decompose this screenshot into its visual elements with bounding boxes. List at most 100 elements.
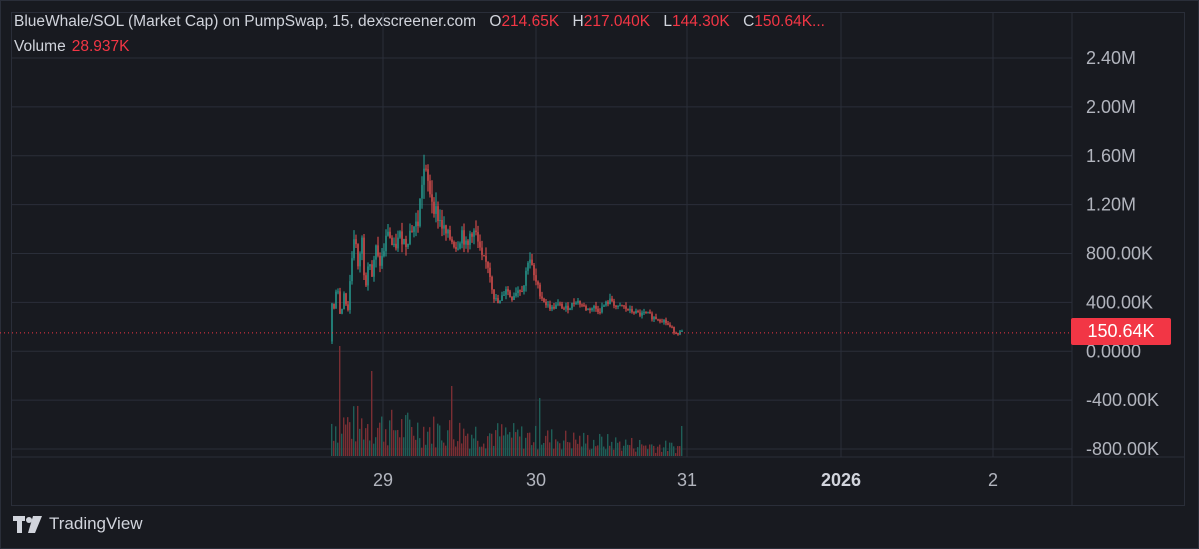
chart-panel[interactable] [11, 12, 1185, 506]
brand-name: TradingView [49, 514, 143, 533]
volume-bar [347, 417, 349, 456]
last-price-tag: 150.64K [1071, 318, 1171, 345]
volume-bar [427, 431, 429, 456]
volume-bar [539, 398, 541, 456]
candle-body [545, 302, 547, 306]
candle-body [363, 237, 365, 276]
volume-bar [361, 418, 363, 456]
candle-body [473, 230, 475, 237]
candle-body [537, 281, 539, 285]
candle-body [611, 298, 613, 302]
candle-body [337, 291, 339, 293]
volume-bar [503, 435, 505, 456]
candle-body [387, 231, 389, 236]
volume-bar [537, 449, 539, 456]
volume-bar [609, 445, 611, 456]
volume-bar [679, 446, 681, 456]
volume-bar [429, 427, 431, 456]
volume-bar [573, 432, 575, 456]
candle-body [649, 311, 651, 314]
volume-bar [531, 445, 533, 456]
symbol-title[interactable]: BlueWhale/SOL (Market Cap) on PumpSwap, … [14, 13, 477, 30]
candle-body [637, 310, 639, 313]
candle-body [521, 291, 523, 293]
candle-body [675, 333, 677, 335]
volume-bar [551, 429, 553, 456]
candle-body [617, 305, 619, 307]
tradingview-brand[interactable]: TradingView [13, 514, 143, 534]
volume-bar [525, 437, 527, 456]
volume-bar [391, 409, 393, 456]
candle-body [493, 289, 495, 300]
candle-body [455, 247, 457, 249]
candle-body [483, 254, 485, 256]
candle-body [647, 311, 649, 313]
candle-body [347, 304, 349, 310]
candle-body [447, 230, 449, 234]
volume-bar [527, 432, 529, 456]
volume-bar [637, 447, 639, 456]
volume-bar [649, 444, 651, 456]
volume-bar [645, 445, 647, 456]
volume-bar [665, 440, 667, 456]
volume-bar [607, 434, 609, 456]
volume-bar [415, 439, 417, 456]
volume-bar [441, 440, 443, 456]
volume-bar [605, 449, 607, 456]
candle-body [443, 225, 445, 229]
volume-bar [667, 451, 669, 456]
volume-bar [627, 444, 629, 456]
volume-bar [409, 419, 411, 456]
volume-bar [351, 438, 353, 456]
volume-bar [465, 435, 467, 456]
ohlc-low-label: L [663, 13, 673, 30]
candle-body [407, 243, 409, 247]
volume-bar [623, 445, 625, 456]
candle-body [677, 333, 679, 335]
volume-bar [345, 424, 347, 456]
candle-body [425, 168, 427, 170]
price-axis-tick: -800.00K [1086, 439, 1159, 459]
candle-body [641, 312, 643, 316]
volume-bar [571, 448, 573, 456]
candle-body [491, 276, 493, 290]
candle-body [541, 296, 543, 299]
volume-bar [355, 441, 357, 456]
volume-bar [597, 445, 599, 456]
volume-bar [561, 449, 563, 456]
volume-bar [463, 428, 465, 456]
candle-body [351, 258, 353, 282]
volume-bar [405, 415, 407, 456]
candle-body [579, 300, 581, 305]
volume-bar [467, 433, 469, 456]
volume-bar [385, 429, 387, 456]
volume-bar [425, 444, 427, 456]
candle-body [553, 306, 555, 309]
candle-body [383, 251, 385, 257]
candle-body [349, 281, 351, 310]
candle-body [591, 308, 593, 311]
candle-body [661, 321, 663, 323]
volume-value: 28.937K [71, 38, 130, 55]
volume-bar [565, 430, 567, 456]
volume-bar [423, 426, 425, 456]
volume-bar [387, 445, 389, 456]
candle-body [429, 180, 431, 195]
candle-body [531, 259, 533, 265]
candle-body [639, 312, 641, 316]
candle-body [465, 240, 467, 245]
volume-bar [357, 405, 359, 456]
candle-body [353, 239, 355, 259]
price-axis-tick: 400.00K [1086, 292, 1153, 312]
candle-body [567, 305, 569, 311]
candle-body [421, 184, 423, 199]
volume-bar [505, 427, 507, 456]
candle-body [445, 225, 447, 234]
candle-body [653, 316, 655, 320]
volume-bar [601, 436, 603, 456]
candle-body [377, 245, 379, 256]
candle-body [619, 305, 621, 307]
volume-bar [437, 423, 439, 456]
volume-label[interactable]: Volume [14, 38, 66, 55]
